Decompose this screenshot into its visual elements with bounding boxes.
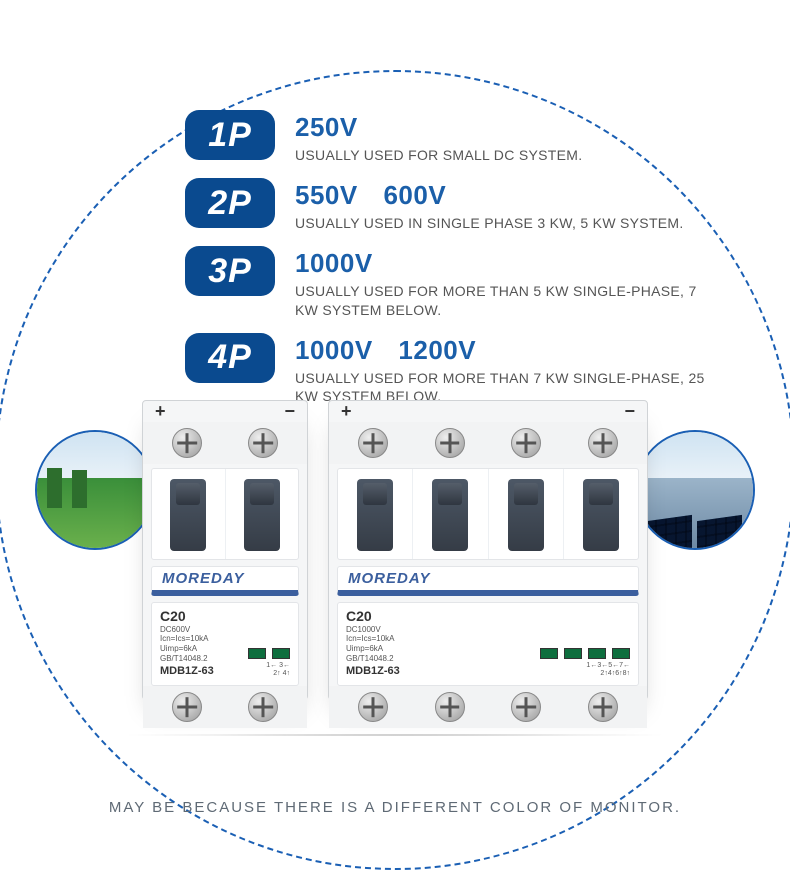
- status-indicator: [272, 648, 290, 659]
- voltage-4p: 1000V 1200V: [295, 335, 705, 366]
- screw-icon: [172, 428, 202, 458]
- brand-label: MOREDAY: [162, 570, 245, 587]
- spec-list: 1P 250V USUALLY USED FOR SMALL DC SYSTEM…: [185, 110, 705, 419]
- rating-4p: C20: [346, 608, 400, 625]
- model-4p: MDB1Z-63: [346, 665, 400, 678]
- brand-band-2p: MOREDAY: [151, 566, 299, 596]
- brand-band-4p: MOREDAY: [337, 566, 639, 596]
- side-photo-right: [635, 430, 755, 550]
- screw-icon: [172, 692, 202, 722]
- screw-icon: [358, 428, 388, 458]
- indicator-row-2p: [248, 648, 290, 659]
- status-indicator: [612, 648, 630, 659]
- desc-3p: USUALLY USED FOR MORE THAN 5 KW SINGLE-P…: [295, 282, 705, 318]
- polarity-top-4p: + . . −: [329, 401, 647, 422]
- status-indicator: [540, 648, 558, 659]
- voltage-1p: 250V: [295, 112, 705, 143]
- switch-area-4p: [337, 468, 639, 560]
- label-block-2p: C20 DC600V Icn=Ics=10kA Uimp=6kA GB/T140…: [151, 602, 299, 686]
- product-shadow: [115, 734, 675, 736]
- footnote-text: MAY BE BECAUSE THERE IS A DIFFERENT COLO…: [0, 799, 790, 816]
- side-photo-left: [35, 430, 155, 550]
- switch-area-2p: [151, 468, 299, 560]
- pole-toggle: [152, 469, 226, 559]
- screw-icon: [248, 692, 278, 722]
- terminal-numbers-2p: 1← 3← 2↑ 4↑: [248, 662, 290, 679]
- polarity-top-2p: + −: [143, 401, 307, 422]
- spec-row-3p: 3P 1000V USUALLY USED FOR MORE THAN 5 KW…: [185, 246, 705, 318]
- voltage-2p: 550V 600V: [295, 180, 705, 211]
- screw-icon: [588, 428, 618, 458]
- label-block-4p: C20 DC1000V Icn=Ics=10kA Uimp=6kA GB/T14…: [337, 602, 639, 686]
- pole-toggle: [226, 469, 299, 559]
- screw-icon: [588, 692, 618, 722]
- screw-icon: [248, 428, 278, 458]
- badge-4p: 4P: [185, 333, 275, 383]
- terminals-bottom-2p: [143, 686, 307, 728]
- status-indicator: [248, 648, 266, 659]
- spec-row-4p: 4P 1000V 1200V USUALLY USED FOR MORE THA…: [185, 333, 705, 405]
- indicator-row-4p: [540, 648, 630, 659]
- pole-toggle: [564, 469, 638, 559]
- spec-row-2p: 2P 550V 600V USUALLY USED IN SINGLE PHAS…: [185, 178, 705, 232]
- screw-icon: [511, 692, 541, 722]
- breaker-2p: + − MOREDAY C20 DC600V Icn=Ics=10kA Uimp…: [142, 400, 308, 700]
- terminals-bottom-4p: [329, 686, 647, 728]
- status-indicator: [564, 648, 582, 659]
- pole-toggle: [338, 469, 413, 559]
- screw-icon: [435, 428, 465, 458]
- badge-2p: 2P: [185, 178, 275, 228]
- desc-1p: USUALLY USED FOR SMALL DC SYSTEM.: [295, 146, 705, 164]
- badge-3p: 3P: [185, 246, 275, 296]
- rating-2p: C20: [160, 608, 214, 625]
- breaker-group: + − MOREDAY C20 DC600V Icn=Ics=10kA Uimp…: [142, 400, 648, 700]
- screw-icon: [511, 428, 541, 458]
- screw-icon: [435, 692, 465, 722]
- desc-2p: USUALLY USED IN SINGLE PHASE 3 KW, 5 KW …: [295, 214, 705, 232]
- breaker-4p: + . . − MOREDAY C20 DC1000V Icn=Ics=10kA: [328, 400, 648, 700]
- terminal-numbers-4p: 1←3←5←7← 2↑4↑6↑8↑: [540, 662, 630, 679]
- status-indicator: [588, 648, 606, 659]
- badge-1p: 1P: [185, 110, 275, 160]
- spec-row-1p: 1P 250V USUALLY USED FOR SMALL DC SYSTEM…: [185, 110, 705, 164]
- terminals-top-4p: [329, 422, 647, 464]
- voltage-3p: 1000V: [295, 248, 705, 279]
- brand-label: MOREDAY: [348, 570, 431, 587]
- pole-toggle: [413, 469, 488, 559]
- pole-toggle: [489, 469, 564, 559]
- screw-icon: [358, 692, 388, 722]
- model-2p: MDB1Z-63: [160, 665, 214, 678]
- terminals-top-2p: [143, 422, 307, 464]
